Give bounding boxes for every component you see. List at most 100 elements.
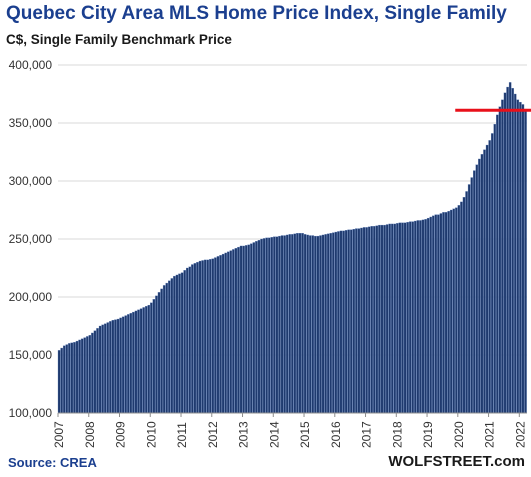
bar: [493, 124, 496, 414]
bar: [521, 104, 525, 414]
x-tick-label: 2014: [267, 421, 281, 448]
bar: [103, 323, 107, 414]
bar: [370, 226, 373, 414]
bar: [232, 249, 235, 414]
bar: [442, 212, 445, 414]
bar: [355, 228, 358, 414]
bar: [321, 234, 325, 414]
bar: [191, 264, 194, 414]
bar: [465, 191, 468, 414]
bar: [403, 222, 407, 414]
bar: [434, 214, 438, 414]
bar: [475, 164, 479, 414]
bar: [96, 328, 99, 414]
bar: [198, 260, 202, 414]
bar: [211, 258, 215, 414]
bar: [237, 246, 240, 414]
bar: [242, 245, 245, 414]
bar: [127, 314, 130, 414]
bar: [193, 263, 197, 414]
bar: [334, 231, 338, 414]
x-tick-label: 2020: [452, 421, 466, 448]
bar: [373, 226, 376, 414]
bar: [332, 232, 335, 414]
x-tick-label: 2013: [237, 421, 251, 448]
bar: [134, 310, 138, 414]
bar: [375, 225, 379, 414]
bar: [73, 342, 76, 414]
bar: [221, 253, 225, 414]
bar: [75, 340, 79, 414]
bar: [116, 318, 120, 414]
bar: [86, 336, 89, 414]
bar: [460, 201, 463, 414]
bar: [173, 275, 176, 414]
bar: [257, 240, 261, 414]
bar: [288, 234, 291, 414]
bar: [147, 304, 151, 414]
bar: [488, 140, 491, 414]
bar: [455, 207, 458, 414]
bar: [306, 234, 309, 414]
bar: [490, 133, 494, 414]
x-tick-label: 2008: [83, 421, 97, 448]
bar: [98, 325, 102, 414]
bar: [467, 184, 471, 414]
bar: [109, 321, 112, 414]
bar: [239, 245, 243, 414]
chart-title: Quebec City Area MLS Home Price Index, S…: [6, 3, 507, 24]
bar: [244, 245, 248, 414]
bar: [383, 224, 386, 414]
bar: [401, 222, 404, 414]
bar: [252, 242, 256, 414]
x-tick-label: 2022: [513, 421, 527, 448]
bar: [416, 220, 420, 414]
bar: [80, 338, 84, 414]
bar: [449, 209, 453, 414]
y-tick-label: 100,000: [9, 406, 53, 420]
bar: [111, 320, 115, 414]
bar: [70, 342, 74, 414]
bar: [229, 250, 233, 414]
bar: [247, 244, 250, 414]
x-tick-label: 2016: [329, 421, 343, 448]
bar: [350, 229, 353, 414]
bar: [296, 233, 299, 414]
bar: [170, 278, 174, 414]
bar: [303, 234, 307, 414]
bar: [124, 315, 127, 414]
bar: [462, 197, 466, 414]
bar: [311, 235, 315, 414]
bar: [291, 234, 294, 414]
x-tick-label: 2011: [175, 422, 189, 448]
bar: [398, 222, 402, 414]
bar: [391, 223, 394, 414]
bar: [309, 235, 312, 414]
bar: [255, 241, 258, 414]
bar: [91, 332, 94, 414]
bar: [60, 347, 63, 414]
bar: [168, 280, 171, 414]
bar: [357, 228, 361, 414]
bar: [516, 99, 520, 414]
bar: [483, 149, 486, 414]
y-tick-label: 300,000: [9, 174, 53, 188]
bar: [293, 233, 297, 414]
bar: [339, 230, 343, 414]
bar: [344, 230, 348, 414]
bar: [503, 92, 507, 414]
bar: [214, 257, 217, 414]
bar: [185, 267, 189, 414]
bar: [470, 177, 473, 414]
bar: [65, 344, 69, 414]
bar: [283, 235, 286, 414]
bar: [144, 306, 148, 414]
bar: [362, 227, 366, 414]
bar: [432, 215, 435, 414]
bar: [396, 223, 399, 414]
bar: [178, 273, 181, 414]
bar: [260, 238, 263, 414]
bar: [275, 236, 279, 414]
bar: [162, 285, 166, 414]
bar: [473, 170, 476, 414]
